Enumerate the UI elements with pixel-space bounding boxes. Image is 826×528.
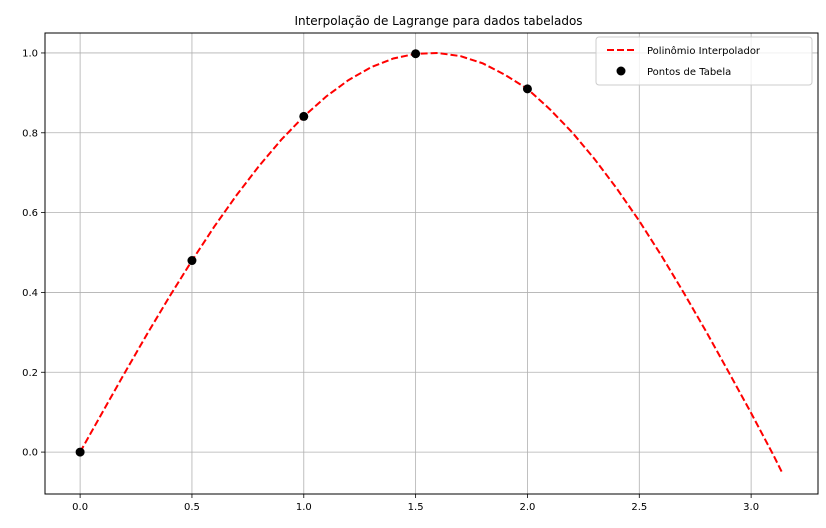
y-tick-label: 0.4 <box>22 288 38 299</box>
grid <box>45 33 818 494</box>
legend-label-polynomial: Polinômio Interpolador <box>647 45 761 57</box>
x-tick-label: 0.5 <box>184 502 200 513</box>
x-tick-label: 1.5 <box>408 502 424 513</box>
y-tick-label: 0.2 <box>22 368 38 379</box>
x-tick-label: 3.0 <box>743 502 759 513</box>
y-tick-label: 0.8 <box>22 128 38 139</box>
y-tick-label: 0.6 <box>22 208 38 219</box>
x-tick-label: 2.5 <box>631 502 647 513</box>
table-point <box>187 256 197 266</box>
y-tick-label: 1.0 <box>22 48 38 59</box>
x-tick-label: 2.0 <box>520 502 536 513</box>
legend-box <box>595 36 813 86</box>
y-tick-label: 0.0 <box>22 448 38 459</box>
table-point <box>299 111 309 121</box>
legend-scatter-marker <box>616 66 626 76</box>
table-point <box>411 49 421 59</box>
x-tick-label: 1.0 <box>296 502 312 513</box>
table-point <box>522 84 532 94</box>
legend-label-table-points: Pontos de Tabela <box>647 67 731 78</box>
x-tick-label: 0.0 <box>72 502 88 513</box>
chart-title: Interpolação de Lagrange para dados tabe… <box>294 14 582 28</box>
table-point <box>75 447 85 457</box>
axis-ticks: 0.0 0.5 1.0 1.5 2.0 2.5 3.0 0.0 0.2 0.4 0.6 0.8 1.0 <box>22 48 759 513</box>
legend: Polinômio Interpolador Pontos de Tabela <box>595 36 813 86</box>
plot-series <box>75 49 784 474</box>
interpolating-polynomial-line <box>79 51 784 474</box>
plot-frame <box>44 32 819 495</box>
